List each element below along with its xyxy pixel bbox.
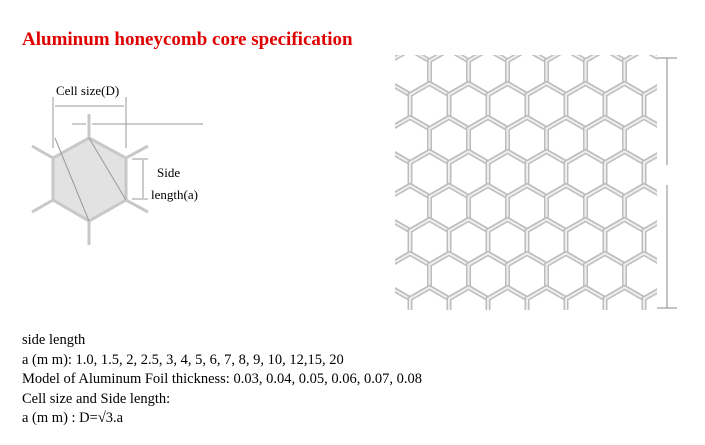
honeycomb-cell [683, 152, 705, 197]
honeycomb-cell [664, 322, 703, 367]
honeycomb-cell [547, 322, 586, 367]
honeycomb-cell [395, 288, 411, 310]
honeycomb-cell [448, 286, 489, 310]
honeycomb-cell [586, 322, 625, 367]
spec-line: Cell size and Side length: [22, 390, 171, 407]
honeycomb-cell [664, 254, 703, 299]
spec-line: Model of Aluminum Foil thickness: 0.03, … [22, 371, 422, 388]
honeycomb-cell [526, 286, 567, 310]
hex-walls [31, 114, 149, 245]
honeycomb-cell [625, 322, 664, 367]
honeycomb-cell [604, 286, 645, 310]
honeycomb-cell [565, 286, 606, 310]
length-label: length(a) [151, 187, 198, 202]
honeycomb-cell [430, 322, 469, 367]
honeycomb-cell [352, 50, 391, 95]
honeycomb-cell [508, 322, 547, 367]
cell-size-label: Cell size(D) [56, 83, 120, 98]
honeycomb-cell [683, 84, 705, 129]
honeycomb-cell [664, 50, 703, 95]
honeycomb-cell [508, 322, 547, 367]
height-dimension [657, 57, 677, 309]
honeycomb-cell [664, 50, 703, 95]
honeycomb-cell [625, 322, 664, 367]
honeycomb-cell [643, 86, 657, 126]
honeycomb-cell [683, 152, 705, 197]
honeycomb-cell [430, 322, 469, 367]
honeycomb-cell [352, 118, 391, 163]
honeycomb-cell [586, 322, 625, 367]
honeycomb-cell [409, 286, 450, 310]
honeycomb-cell [683, 84, 705, 129]
spec-line: side length [22, 332, 86, 348]
honeycomb-cell [643, 154, 657, 194]
honeycomb-cell [352, 186, 391, 231]
honeycomb-cell [547, 322, 586, 367]
honeycomb-cell [352, 254, 391, 299]
honeycomb-cell [664, 186, 703, 231]
honeycomb-cell [664, 118, 703, 163]
honeycomb-cell [683, 220, 705, 265]
honeycomb-cell [487, 286, 528, 310]
honeycomb-cell [469, 322, 508, 367]
honeycomb-cell [352, 118, 391, 163]
honeycomb-cell [643, 222, 657, 262]
honeycomb-pattern [352, 50, 705, 367]
honeycomb-cell [664, 322, 703, 367]
spec-line: a (m m): 1.0, 1.5, 2, 2.5, 3, 4, 5, 6, 7… [22, 351, 344, 368]
honeycomb-cell [352, 254, 391, 299]
honeycomb-cell [352, 186, 391, 231]
honeycomb-cell [643, 290, 657, 310]
honeycomb-cell [469, 322, 508, 367]
honeycomb-cell [683, 220, 705, 265]
side-label: Side [157, 165, 181, 180]
spec-line: a (m m) : D=√3.a [22, 410, 124, 427]
honeycomb-cell [664, 254, 703, 299]
honeycomb-cell [664, 186, 703, 231]
spec-text: side length a (m m): 1.0, 1.5, 2, 2.5, 3… [22, 331, 422, 429]
honeycomb-cell [664, 118, 703, 163]
honeycomb-cell [683, 288, 705, 333]
honeycomb-cell [683, 288, 705, 333]
page-title: Aluminum honeycomb core specification [22, 29, 353, 50]
dimension-lines [52, 97, 203, 222]
honeycomb-cell [352, 50, 391, 95]
